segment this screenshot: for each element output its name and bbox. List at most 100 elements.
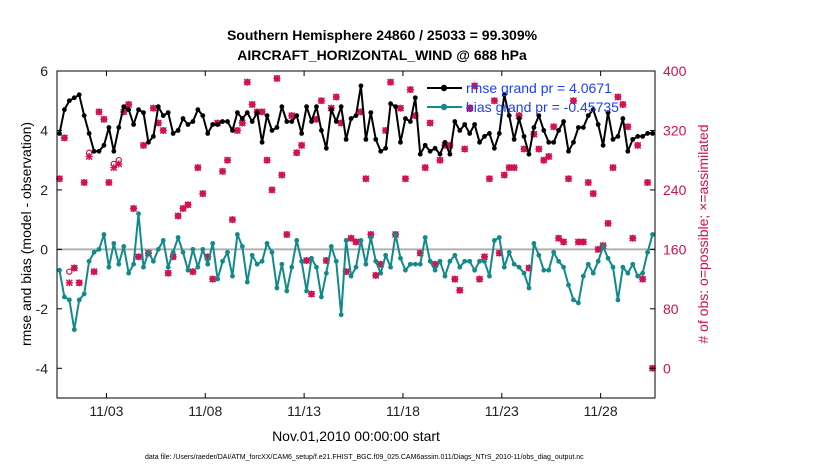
rmse-point [71, 95, 77, 101]
bias-point [81, 291, 87, 297]
bias-point [590, 270, 596, 276]
rmse-point [96, 148, 102, 154]
bias-point [580, 273, 586, 279]
bias-point [531, 241, 537, 246]
rmse-point [150, 134, 156, 139]
bias-point [210, 241, 216, 246]
obs-assimilated-point [396, 104, 404, 112]
legend-bias-label: bias grand pr = -0.45735 [466, 99, 619, 115]
rmse-point [501, 92, 507, 98]
bias-point [150, 258, 156, 264]
rmse-point [175, 128, 181, 133]
obs-assimilated-point [80, 178, 88, 186]
bias-point [225, 249, 230, 255]
bias-point [467, 258, 473, 264]
rmse-point [620, 116, 626, 121]
bias-point [417, 261, 423, 267]
rmse-point [605, 110, 611, 116]
obs-assimilated-point [308, 290, 316, 298]
bias-point [274, 285, 280, 291]
rmse-point [348, 116, 354, 121]
rmse-point [447, 151, 453, 157]
obs-assimilated-point [555, 234, 563, 242]
bias-point [284, 288, 290, 294]
rmse-point [205, 131, 211, 136]
bias-point [605, 255, 611, 261]
bias-point [546, 267, 552, 273]
bias-point [368, 235, 374, 240]
rmse-point [294, 113, 300, 118]
bias-point [506, 249, 512, 255]
y-tick-label: 0 [40, 241, 48, 257]
obs-assimilated-point [594, 245, 602, 253]
bias-series [57, 211, 655, 333]
bias-point [447, 258, 453, 264]
rmse-point [76, 92, 82, 98]
obs-assimilated-point [85, 152, 93, 160]
rmse-point [66, 98, 72, 104]
rmse-point [160, 113, 166, 118]
rmse-point [195, 107, 201, 113]
bias-point [442, 273, 448, 279]
obs-assimilated-point [451, 275, 459, 283]
rmse-point [91, 148, 97, 154]
obs-assimilated-point [209, 275, 217, 283]
rmse-point [645, 131, 650, 136]
obs-assimilated-point [179, 204, 187, 212]
rmse-point [432, 145, 438, 151]
bias-point [482, 258, 487, 264]
legend: rmse grand pr = 4.0671 bias grand pr = -… [427, 80, 619, 115]
obs-assimilated-point [500, 171, 508, 179]
obs-assimilated-point [278, 171, 286, 179]
obs-assimilated-point [159, 126, 167, 134]
bias-point [551, 249, 557, 255]
obs-possible-point [66, 268, 73, 275]
rmse-point [363, 136, 369, 142]
bias-point [185, 267, 191, 273]
obs-assimilated-point [550, 123, 558, 131]
rmse-point [170, 131, 176, 136]
x-tick-label: 11/23 [485, 403, 519, 419]
bias-point [314, 264, 319, 270]
rmse-point [417, 151, 423, 157]
obs-assimilated-point [70, 264, 78, 272]
obs-assimilated-point [619, 100, 627, 108]
legend-rmse-label: rmse grand pr = 4.0671 [466, 80, 612, 96]
rmse-point [101, 142, 107, 148]
rmse-point [190, 119, 196, 124]
bias-point [264, 241, 270, 246]
y2-tick-label: 400 [663, 63, 687, 79]
bias-point [343, 238, 349, 243]
y2-tick-label: 160 [663, 241, 687, 257]
bias-point [521, 270, 527, 276]
rmse-point [284, 119, 290, 124]
obs-assimilated-point [65, 279, 73, 287]
bias-point [625, 270, 631, 276]
rmse-point [81, 113, 87, 118]
rmse-point [482, 134, 487, 139]
rmse-point [595, 122, 601, 127]
obs-assimilated-point [115, 160, 123, 168]
bias-point [220, 258, 225, 264]
bias-point [427, 258, 433, 264]
rmse-point [590, 107, 596, 113]
bias-point [373, 258, 379, 264]
obs-assimilated-point [125, 100, 133, 108]
rmse-point [650, 131, 655, 136]
bias-point [452, 252, 458, 258]
bias-point [136, 211, 141, 217]
y-axis-label: rmse and bias (model - observation) [18, 122, 34, 346]
x-tick-label: 11/13 [287, 403, 321, 419]
bias-point [635, 273, 641, 279]
obs-assimilated-point [95, 108, 103, 116]
rmse-point [333, 119, 339, 124]
obs-assimilated-point [164, 269, 172, 277]
bias-point [566, 282, 571, 288]
bias-point [309, 255, 314, 261]
obs-assimilated-point [130, 204, 138, 212]
rmse-point [234, 110, 240, 116]
obs-assimilated-point [535, 145, 543, 153]
rmse-point [383, 145, 389, 151]
bias-point [630, 261, 636, 267]
bias-point [91, 249, 97, 255]
